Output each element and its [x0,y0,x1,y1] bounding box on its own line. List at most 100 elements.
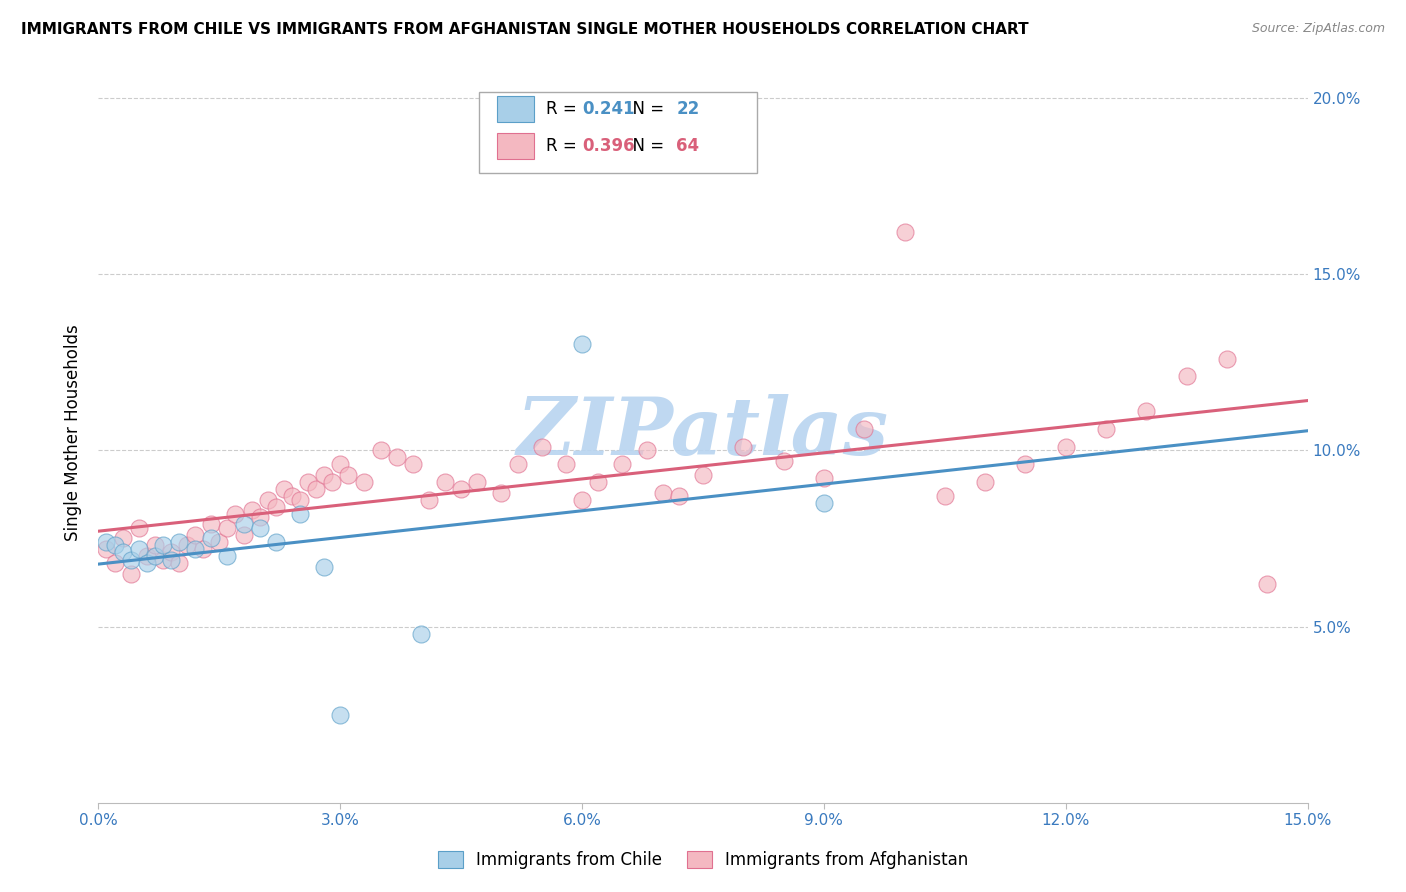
Point [160,545,183,559]
Text: R =: R = [546,136,582,154]
Point [668,489,690,503]
Point [200,517,222,532]
Point [217,549,239,563]
Point [143,549,166,563]
Point [135,556,157,570]
Point [288,492,311,507]
Point [249,510,271,524]
Point [217,521,239,535]
Text: 64: 64 [676,136,700,154]
Text: Source: ZipAtlas.com: Source: ZipAtlas.com [1251,22,1385,36]
Point [120,552,142,566]
Point [409,626,432,640]
Point [256,492,278,507]
Point [193,541,215,556]
Point [288,507,311,521]
Point [208,535,231,549]
Point [692,467,714,482]
FancyBboxPatch shape [479,92,758,173]
Point [184,528,207,542]
Point [281,489,304,503]
Point [434,475,457,489]
Point [586,475,609,489]
Point [491,485,513,500]
Point [321,475,343,489]
Point [232,517,254,532]
Point [1216,351,1239,366]
Point [273,482,295,496]
Point [152,552,174,566]
Point [103,538,125,552]
Text: N =: N = [621,136,669,154]
Point [96,541,118,556]
Point [111,532,134,546]
Text: ZIPatlas: ZIPatlas [517,394,889,471]
Point [385,450,408,465]
Text: 0.241: 0.241 [582,100,634,118]
FancyBboxPatch shape [498,133,534,159]
Point [651,485,673,500]
Point [418,492,440,507]
Point [128,521,150,535]
Legend: Immigrants from Chile, Immigrants from Afghanistan: Immigrants from Chile, Immigrants from A… [430,845,976,876]
Point [402,458,425,472]
Text: 0.396: 0.396 [582,136,634,154]
Point [450,482,472,496]
Point [167,535,190,549]
Point [853,422,876,436]
Text: 22: 22 [676,100,700,118]
Point [934,489,956,503]
Point [1095,422,1118,436]
Point [612,458,634,472]
Point [184,541,207,556]
Point [143,538,166,552]
Point [1256,577,1278,591]
Point [636,443,658,458]
Point [1014,458,1036,472]
Point [314,559,336,574]
Text: R =: R = [546,100,582,118]
Text: IMMIGRANTS FROM CHILE VS IMMIGRANTS FROM AFGHANISTAN SINGLE MOTHER HOUSEHOLDS CO: IMMIGRANTS FROM CHILE VS IMMIGRANTS FROM… [21,22,1029,37]
Point [329,458,352,472]
Text: N =: N = [621,100,669,118]
Point [893,225,915,239]
Point [555,458,578,472]
Point [120,566,142,581]
Point [111,545,134,559]
Point [530,440,553,454]
FancyBboxPatch shape [498,95,534,121]
Point [160,552,183,566]
Point [370,443,392,458]
Point [176,538,198,552]
Point [135,549,157,563]
Point [264,535,287,549]
Y-axis label: Single Mother Households: Single Mother Households [65,325,83,541]
Point [240,503,263,517]
Point [329,707,352,722]
Point [152,538,174,552]
Point [305,482,328,496]
Point [1054,440,1077,454]
Point [200,532,222,546]
Point [571,337,593,351]
Point [772,454,794,468]
Point [314,467,336,482]
Point [465,475,488,489]
Point [353,475,375,489]
Point [733,440,755,454]
Point [813,496,835,510]
Point [232,528,254,542]
Point [1135,404,1157,418]
Point [224,507,246,521]
Point [506,458,529,472]
Point [1175,369,1198,384]
Point [167,556,190,570]
Point [571,492,593,507]
Point [337,467,360,482]
Point [96,535,118,549]
Point [264,500,287,514]
Point [128,541,150,556]
Point [249,521,271,535]
Point [103,556,125,570]
Point [297,475,319,489]
